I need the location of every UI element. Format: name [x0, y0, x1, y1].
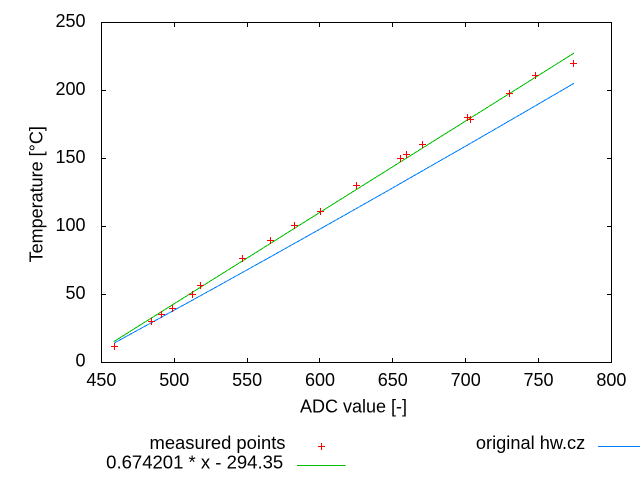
svg-text:550: 550 — [232, 370, 262, 390]
svg-text:original hw.cz: original hw.cz — [476, 433, 585, 453]
svg-text:250: 250 — [55, 11, 85, 31]
svg-text:0: 0 — [75, 351, 85, 371]
svg-text:ADC value [-]: ADC value [-] — [300, 397, 407, 417]
svg-text:100: 100 — [55, 215, 85, 235]
svg-text:0.674201 * x - 294.35: 0.674201 * x - 294.35 — [106, 453, 283, 473]
svg-text:500: 500 — [159, 370, 189, 390]
svg-text:150: 150 — [55, 147, 85, 167]
svg-text:650: 650 — [378, 370, 408, 390]
svg-text:measured points: measured points — [150, 433, 286, 453]
svg-text:750: 750 — [523, 370, 553, 390]
svg-text:Temperature [°C]: Temperature [°C] — [27, 126, 47, 262]
svg-text:800: 800 — [596, 370, 626, 390]
svg-text:50: 50 — [65, 283, 85, 303]
svg-text:700: 700 — [451, 370, 481, 390]
svg-text:600: 600 — [305, 370, 335, 390]
svg-text:200: 200 — [55, 79, 85, 99]
svg-text:450: 450 — [86, 370, 116, 390]
